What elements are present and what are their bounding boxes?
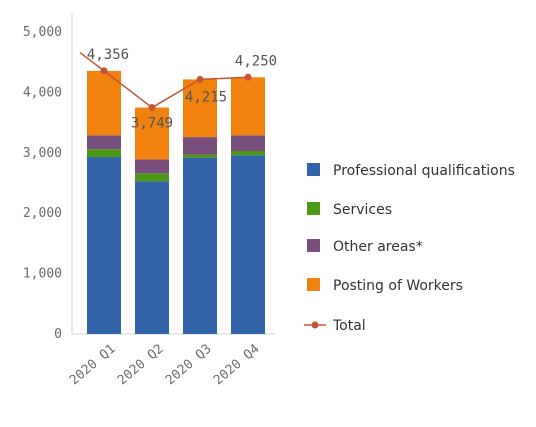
bar-segment <box>87 149 121 158</box>
legend-swatch <box>307 278 320 291</box>
bar-segment <box>231 150 265 156</box>
legend-label: Professional qualifications <box>333 163 515 179</box>
bar-segment <box>183 154 217 158</box>
total-data-label: 4,250 <box>235 53 277 69</box>
total-data-label: 4,356 <box>87 47 129 63</box>
bar-segment <box>135 107 169 160</box>
bar-segment <box>87 135 121 150</box>
bar-segment <box>87 157 121 334</box>
x-tick-label: 2020 Q2 <box>115 342 167 389</box>
legend-label: Total <box>332 318 366 334</box>
y-tick-label: 4,000 <box>23 85 62 100</box>
total-marker <box>100 67 108 75</box>
y-tick-label: 0 <box>54 327 62 342</box>
legend-marker-swatch <box>311 321 319 329</box>
bar-segment <box>135 173 169 182</box>
legend-label: Services <box>333 202 392 218</box>
y-tick-label: 1,000 <box>23 267 62 282</box>
legend-swatch <box>307 163 320 176</box>
bar-segment <box>135 159 169 174</box>
y-tick-label: 3,000 <box>23 146 62 161</box>
bar-segment <box>183 137 217 155</box>
bar-segment <box>231 155 265 334</box>
bar-segment <box>183 157 217 334</box>
y-tick-label: 5,000 <box>23 25 62 40</box>
x-tick-label: 2020 Q4 <box>211 341 263 388</box>
total-marker <box>148 104 156 112</box>
total-marker <box>244 73 252 81</box>
bar-segment <box>87 70 121 136</box>
legend-swatch <box>307 202 320 215</box>
legend-swatch <box>307 239 320 252</box>
total-data-label: 3,749 <box>131 116 173 132</box>
bar-segment <box>231 135 265 151</box>
bar-segment <box>135 181 169 334</box>
bar-segment <box>231 77 265 136</box>
x-tick-label: 2020 Q1 <box>67 342 119 389</box>
total-data-label: 4,215 <box>185 89 227 105</box>
y-tick-label: 2,000 <box>23 206 62 221</box>
total-marker <box>196 75 204 83</box>
x-tick-label: 2020 Q3 <box>163 342 215 389</box>
bar-segment <box>183 79 217 138</box>
legend-label: Posting of Workers <box>333 278 463 294</box>
legend-label: Other areas* <box>333 239 423 255</box>
